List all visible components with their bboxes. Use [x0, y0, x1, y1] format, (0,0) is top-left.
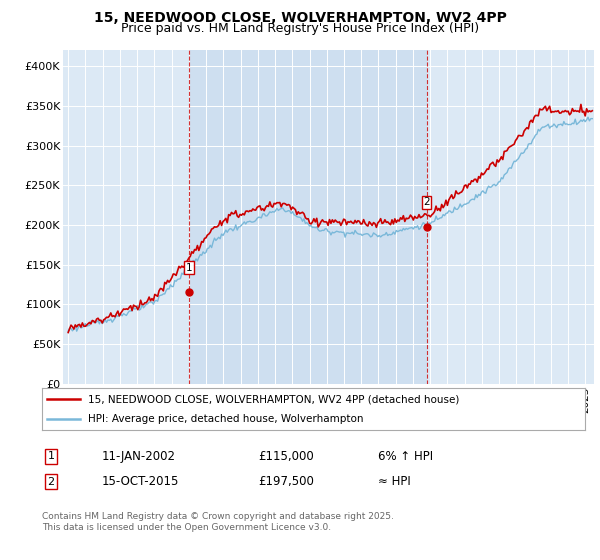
Text: 2: 2 — [423, 197, 430, 207]
Text: HPI: Average price, detached house, Wolverhampton: HPI: Average price, detached house, Wolv… — [88, 414, 364, 424]
Text: £197,500: £197,500 — [258, 475, 314, 488]
Text: £115,000: £115,000 — [258, 450, 314, 463]
Text: 1: 1 — [47, 451, 55, 461]
Text: 15-OCT-2015: 15-OCT-2015 — [102, 475, 179, 488]
Text: Price paid vs. HM Land Registry's House Price Index (HPI): Price paid vs. HM Land Registry's House … — [121, 22, 479, 35]
Text: Contains HM Land Registry data © Crown copyright and database right 2025.
This d: Contains HM Land Registry data © Crown c… — [42, 512, 394, 532]
Text: 2: 2 — [47, 477, 55, 487]
Text: 1: 1 — [186, 263, 193, 273]
Text: 11-JAN-2002: 11-JAN-2002 — [102, 450, 176, 463]
Text: 6% ↑ HPI: 6% ↑ HPI — [378, 450, 433, 463]
Text: 15, NEEDWOOD CLOSE, WOLVERHAMPTON, WV2 4PP: 15, NEEDWOOD CLOSE, WOLVERHAMPTON, WV2 4… — [94, 11, 506, 25]
Bar — [190, 50, 427, 384]
Text: 15, NEEDWOOD CLOSE, WOLVERHAMPTON, WV2 4PP (detached house): 15, NEEDWOOD CLOSE, WOLVERHAMPTON, WV2 4… — [88, 394, 460, 404]
Text: ≈ HPI: ≈ HPI — [378, 475, 411, 488]
